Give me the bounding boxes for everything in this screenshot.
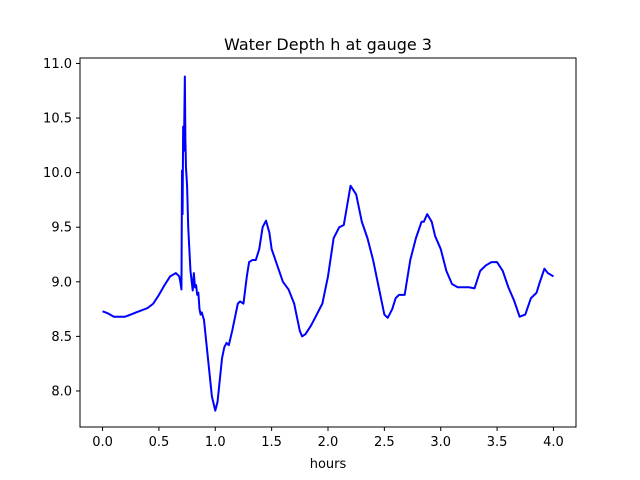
y-tick-label: 9.5 [51, 221, 72, 236]
x-tick-label: 3.0 [430, 435, 451, 450]
axis-ticks: 0.0 0.5 1.0 1.5 2.0 2.5 3.0 3.5 4.0 8.0 8.5 9.0 9.5 1… [43, 57, 564, 450]
x-tick-label: 4.0 [543, 435, 564, 450]
x-tick-label: 0.5 [149, 435, 170, 450]
x-tick-label: 3.5 [487, 435, 508, 450]
x-tick-label: 0.0 [92, 435, 113, 450]
y-tick-label: 10.5 [43, 112, 72, 127]
y-tick-label: 8.0 [51, 384, 72, 399]
y-tick-label: 9.0 [51, 275, 72, 290]
chart-title: Water Depth h at gauge 3 [224, 35, 432, 54]
axes-frame [79, 57, 577, 428]
y-tick-label: 11.0 [43, 57, 72, 72]
x-tick-label: 1.0 [205, 435, 226, 450]
plot-area [102, 75, 554, 412]
x-tick-label: 2.0 [318, 435, 339, 450]
x-tick-label: 2.5 [374, 435, 395, 450]
y-tick-label: 8.5 [51, 330, 72, 345]
x-tick-label: 1.5 [261, 435, 282, 450]
series-line-0 [102, 75, 554, 412]
y-tick-label: 10.0 [43, 166, 72, 181]
x-axis-label: hours [310, 457, 347, 472]
